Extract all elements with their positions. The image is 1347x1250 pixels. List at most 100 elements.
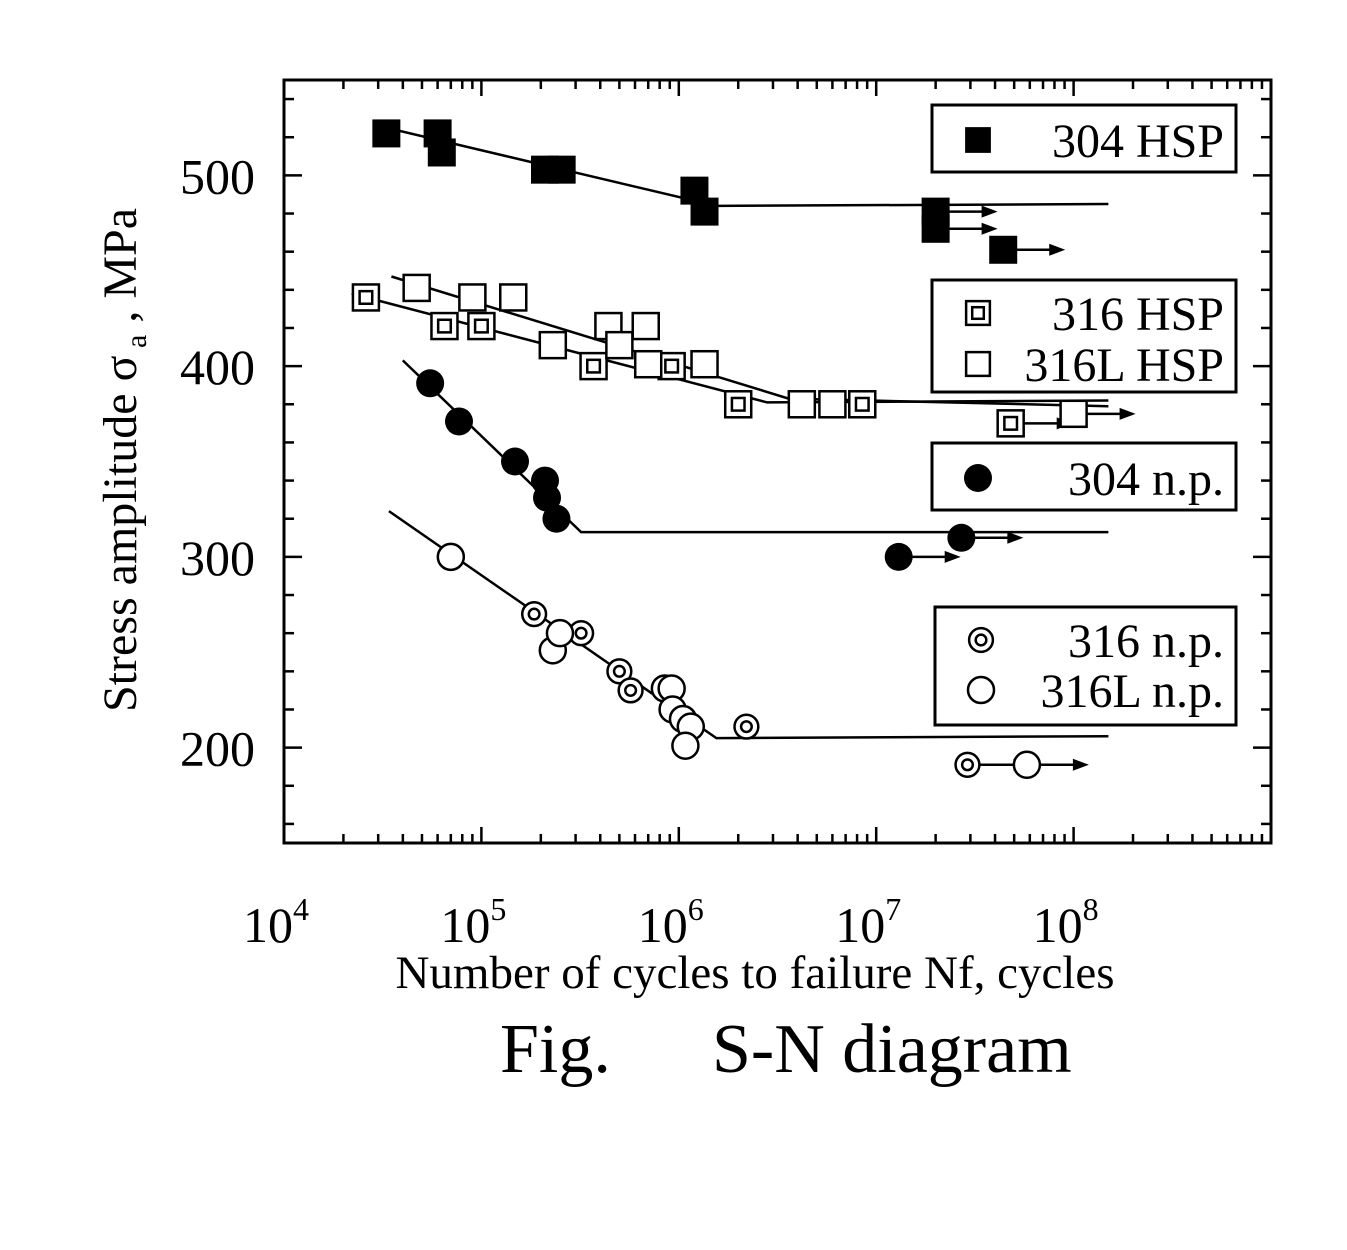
point-316l-hsp (631, 311, 660, 341)
marker-shape (723, 390, 753, 419)
marker-shape (848, 390, 877, 419)
point-304-hsp (427, 138, 456, 167)
x-tick-label: 108 (1033, 891, 1099, 953)
marker-shape (606, 658, 633, 685)
data-points (351, 119, 1136, 780)
marker-shape (967, 626, 995, 654)
point-316l-n-p- (1012, 750, 1042, 780)
point-316-hsp (657, 351, 686, 381)
x-axis-label: Number of cycles to failure Nf, cycles (395, 947, 1114, 999)
point-304-hsp (372, 119, 401, 148)
legend-frame (930, 278, 1238, 394)
marker-shape (458, 283, 487, 312)
point-316-hsp (996, 409, 1025, 438)
point-304-n-p- (533, 483, 562, 512)
point-304-hsp (989, 235, 1018, 264)
point-316-hsp (723, 390, 753, 419)
marker-shape (633, 349, 663, 379)
point-304-n-p- (444, 407, 473, 436)
point-304-hsp (921, 214, 950, 243)
marker-shape (520, 600, 548, 628)
point-316l-hsp (818, 390, 847, 419)
y-axis-label: Stress amplitude σ a , MPa (94, 208, 153, 712)
figure-caption-fig: Fig. (500, 1011, 611, 1088)
x-tick-label: 105 (440, 891, 506, 953)
marker-shape (690, 197, 719, 226)
marker-shape (964, 464, 992, 492)
legend-label: 316 n.p. (1068, 615, 1224, 668)
point-316-hsp (430, 311, 459, 341)
marker-shape (965, 127, 991, 153)
plot-frame (282, 78, 1273, 845)
marker-shape (921, 214, 950, 243)
point-316-hsp (351, 283, 381, 312)
runout-arrow-head (981, 205, 998, 218)
point-316l-hsp (633, 349, 663, 379)
marker-shape (657, 351, 686, 381)
y-tick-label: 200 (180, 721, 255, 777)
figure-caption: Fig. S-N diagram (0, 1010, 1347, 1250)
marker-inner (358, 289, 374, 306)
point-316l-hsp (1059, 399, 1088, 429)
point-316-n-p- (733, 713, 760, 740)
x-tick-label: 106 (638, 891, 704, 953)
legend-marker (965, 127, 991, 153)
point-316l-hsp (402, 273, 431, 303)
marker-shape (538, 330, 568, 360)
marker-shape (542, 504, 571, 533)
legend-box: 304 n.p. (930, 441, 1238, 512)
marker-shape (444, 407, 473, 436)
marker-inner (739, 720, 753, 734)
y-tick-label: 400 (180, 339, 255, 395)
marker-inner (574, 626, 588, 640)
legend-marker (964, 464, 992, 492)
legend-marker (964, 350, 992, 378)
marker-shape (547, 155, 576, 184)
marker-shape (430, 311, 459, 341)
y-tick-label: 500 (180, 148, 255, 204)
point-304-n-p- (501, 447, 530, 476)
runout-arrow-head (1007, 531, 1024, 544)
point-316l-hsp (787, 390, 817, 419)
fit-line-316l-n-p- (388, 510, 1109, 740)
runout-arrow-head (1119, 407, 1136, 420)
marker-inner (854, 396, 870, 412)
point-316-n-p- (606, 658, 633, 685)
point-304-n-p- (416, 369, 445, 398)
marker-shape (989, 235, 1018, 264)
marker-inner (527, 607, 541, 621)
legend-label: 304 HSP (1052, 115, 1224, 168)
runout-arrow-head (981, 222, 998, 235)
legend-frame (930, 103, 1238, 174)
marker-inner (1003, 415, 1019, 431)
runout-arrow-head (1072, 758, 1089, 771)
point-316l-hsp (458, 283, 487, 312)
point-304-n-p- (884, 542, 913, 571)
legend-label: 304 n.p. (1068, 453, 1224, 506)
legend-label: 316L HSP (1024, 339, 1224, 392)
marker-inner (612, 664, 626, 678)
marker-inner (624, 683, 638, 697)
marker-shape (427, 138, 456, 167)
marker-shape (436, 542, 466, 572)
point-316-hsp (579, 351, 608, 381)
point-316l-n-p- (671, 731, 700, 760)
point-316-hsp (467, 311, 496, 341)
marker-shape (1012, 750, 1042, 780)
marker-shape (947, 523, 976, 552)
marker-shape (631, 311, 660, 341)
point-316l-n-p- (545, 618, 575, 648)
marker-shape (966, 675, 996, 705)
point-316-hsp (848, 390, 877, 419)
marker-inner (974, 633, 988, 647)
marker-shape (787, 390, 817, 419)
marker-shape (617, 677, 644, 704)
legend-marker (967, 626, 995, 654)
legend-label: 316 HSP (1052, 288, 1224, 341)
point-316l-hsp (538, 330, 568, 360)
legend-frame (933, 605, 1238, 727)
marker-shape (1059, 399, 1088, 429)
